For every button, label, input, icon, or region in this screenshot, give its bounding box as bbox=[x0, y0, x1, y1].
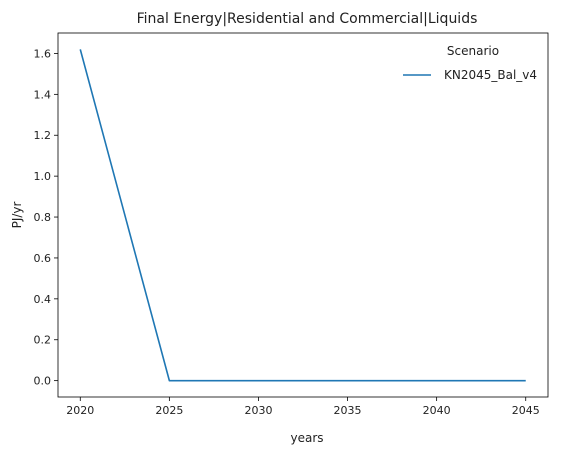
series-line-kn2045-bal-v4 bbox=[79, 49, 526, 382]
y-tick-label-1.4: 1.4 bbox=[34, 88, 52, 101]
y-tick-label-0.8: 0.8 bbox=[34, 211, 52, 224]
x-axis-label: years bbox=[290, 431, 323, 445]
y-tick-label-0.4: 0.4 bbox=[34, 293, 52, 306]
x-tick-label-2030: 2030 bbox=[244, 404, 272, 417]
y-tick-label-0.0: 0.0 bbox=[34, 375, 52, 388]
x-tick-label-2035: 2035 bbox=[334, 404, 362, 417]
x-tick-label-2040: 2040 bbox=[423, 404, 451, 417]
chart-title: Final Energy|Residential and Commercial|… bbox=[137, 11, 478, 27]
plot-area bbox=[79, 49, 526, 382]
x-tick-label-2020: 2020 bbox=[66, 404, 94, 417]
legend-label-kn2045-bal-v4: KN2045_Bal_v4 bbox=[444, 68, 537, 82]
y-axis-ticks: 0.0 0.2 0.4 0.6 0.8 1.0 1.2 1.4 1.6 bbox=[34, 47, 58, 388]
plot-frame bbox=[57, 32, 549, 398]
y-tick-label-1.0: 1.0 bbox=[34, 170, 52, 183]
y-tick-label-1.2: 1.2 bbox=[34, 129, 52, 142]
legend-title: Scenario bbox=[447, 44, 499, 58]
x-tick-label-2045: 2045 bbox=[512, 404, 540, 417]
legend: Scenario KN2045_Bal_v4 bbox=[403, 44, 537, 82]
y-tick-label-0.6: 0.6 bbox=[34, 252, 52, 265]
x-axis-ticks: 2020 2025 2030 2035 2040 2045 bbox=[66, 397, 540, 417]
x-tick-label-2025: 2025 bbox=[155, 404, 183, 417]
y-tick-label-1.6: 1.6 bbox=[34, 47, 52, 60]
y-axis-label: PJ/yr bbox=[10, 202, 24, 229]
y-tick-label-0.2: 0.2 bbox=[34, 334, 52, 347]
